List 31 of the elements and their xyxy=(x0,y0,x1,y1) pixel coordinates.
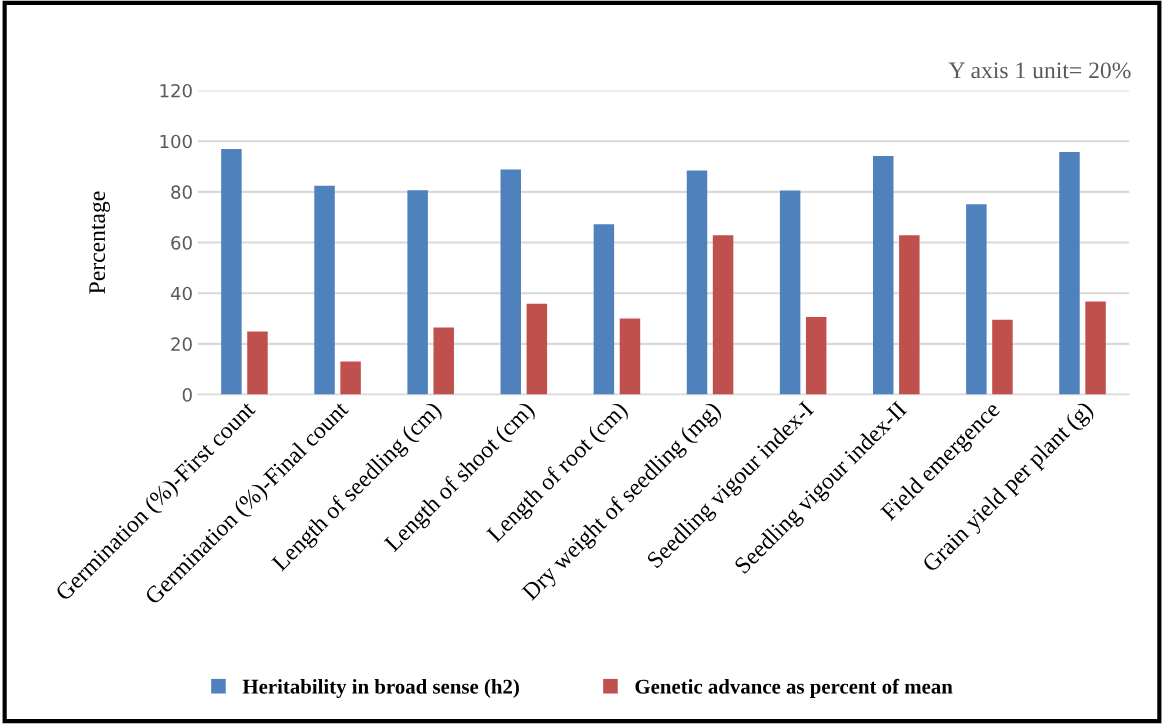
y-tick-label: 0 xyxy=(182,388,192,402)
y-tick-label: 80 xyxy=(171,185,192,199)
bar xyxy=(593,224,615,395)
y-tick-label: 60 xyxy=(171,236,192,250)
bar xyxy=(1059,152,1080,395)
bar xyxy=(873,155,894,395)
bar xyxy=(340,361,361,395)
bar xyxy=(500,169,522,395)
legend-label: Genetic advance as percent of mean xyxy=(635,678,953,698)
bar xyxy=(314,185,335,395)
y-tick-label: 20 xyxy=(171,337,192,352)
bar xyxy=(433,327,454,395)
bar xyxy=(407,190,428,395)
y-tick-label: 40 xyxy=(170,286,192,301)
y-tick-label: 120 xyxy=(160,83,192,98)
y-axis-title: Percentage xyxy=(89,191,110,294)
bar xyxy=(805,317,827,395)
bar xyxy=(526,303,548,395)
bar xyxy=(619,318,641,395)
bar xyxy=(221,149,242,395)
bar xyxy=(247,331,268,395)
legend-label: Heritability in broad sense (h2) xyxy=(242,679,519,699)
y-tick-label: 100 xyxy=(160,134,192,149)
bar xyxy=(992,319,1013,395)
bar xyxy=(712,235,734,395)
bar xyxy=(1085,301,1106,395)
bar xyxy=(899,235,920,395)
bar xyxy=(966,204,987,395)
text: Y axis 1 unit= 20% xyxy=(948,62,1131,79)
bar xyxy=(779,190,801,395)
bar xyxy=(686,170,708,395)
